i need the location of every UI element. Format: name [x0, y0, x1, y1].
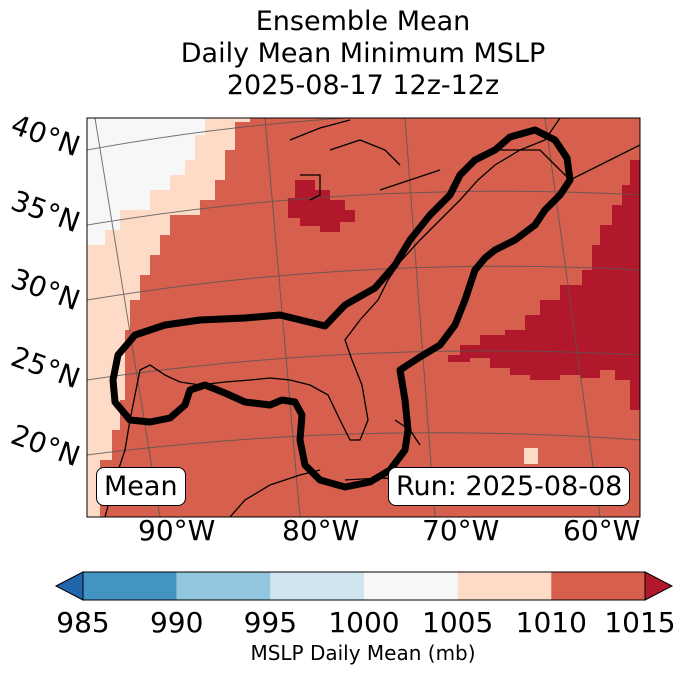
- field-1015-atlantic: [448, 160, 640, 410]
- parallel-25n: [87, 350, 640, 381]
- title-line-3: 2025-08-17 12z-12z: [226, 70, 500, 101]
- parallel-30n: [87, 265, 640, 301]
- field-1005-1010-patch: [524, 448, 538, 464]
- title-line-1: Ensemble Mean: [255, 6, 471, 37]
- colorbar-extend-high: [644, 571, 674, 601]
- parallel-40n: [87, 118, 640, 151]
- colorbar-tick-1010: 1010: [515, 606, 587, 639]
- field-1015-great-lakes: [288, 180, 355, 232]
- parallel-20n: [87, 432, 640, 456]
- lon-label-80w: 80°W: [282, 514, 360, 547]
- colorbar-tick-1015: 1015: [604, 606, 676, 639]
- run-label: Run: 2025-08-08: [388, 467, 631, 506]
- title-line-2: Daily Mean Minimum MSLP: [180, 38, 546, 69]
- colorbar-bin-990-995: [176, 572, 271, 600]
- colorbar-tick-995: 995: [243, 606, 298, 639]
- lon-label-90w: 90°W: [138, 514, 216, 547]
- colorbar-tick-985: 985: [56, 606, 110, 639]
- chart-title: Ensemble Mean Daily Mean Minimum MSLP 20…: [0, 6, 688, 102]
- colorbar: [54, 571, 674, 601]
- meridian-90w: [94, 118, 161, 517]
- colorbar-frame: [82, 571, 646, 601]
- meridian-60w: [544, 118, 601, 517]
- map-frame: [86, 117, 641, 518]
- lon-label-70w: 70°W: [422, 514, 500, 547]
- colorbar-tick-990: 990: [149, 606, 204, 639]
- colorbar-bin-985-990: [83, 572, 177, 600]
- map-field: [87, 118, 640, 517]
- meridian-70w: [404, 118, 436, 517]
- colorbar-extend-low: [54, 571, 84, 601]
- field-1005-1010-west: [87, 118, 250, 517]
- coastline-atlantic-gulf: [104, 118, 561, 517]
- colorbar-bin-995-1000: [270, 572, 364, 600]
- colorbar-bin-1010-1015: [551, 572, 645, 600]
- lon-label-60w: 60°W: [563, 514, 641, 547]
- colorbar-tick-1005: 1005: [422, 606, 494, 639]
- colorbar-label: MSLP Daily Mean (mb): [250, 641, 476, 665]
- colorbar-tick-1000: 1000: [328, 606, 400, 639]
- mean-label: Mean: [96, 467, 186, 506]
- contour-outline: [109, 126, 574, 491]
- colorbar-bin-1000-1005: [364, 572, 458, 600]
- colorbar-bin-1005-1010: [457, 572, 552, 600]
- coastline-great-lakes: [289, 119, 441, 201]
- field-1000-1005-nw: [87, 118, 205, 245]
